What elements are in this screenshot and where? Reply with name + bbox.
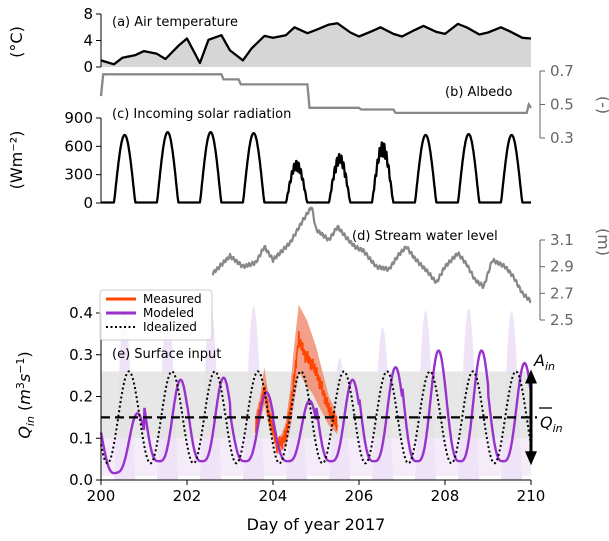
x-tick-label: 200 — [87, 487, 116, 505]
legend-label-idealized: Idealized — [143, 320, 197, 334]
axes-layer: 0 4 8 0.3 0.5 0.7 0 300 600 900 2.5 2.7 2.9 3.1 0.0 0.1… — [64, 5, 574, 505]
surface-input-tick-label: 0.2 — [69, 388, 93, 406]
ylabel-stream-level: (m) — [594, 228, 609, 256]
annotation-amplitude: Ain — [533, 351, 555, 373]
measured-uncertainty — [255, 304, 338, 455]
ylabel-air-temperature: (°C) — [7, 26, 26, 58]
legend: Measured Modeled Idealized — [99, 289, 213, 341]
amplitude-arrow-head-up — [525, 369, 537, 384]
modeled-line — [99, 349, 533, 475]
surface-input-tick-label: 0.3 — [69, 346, 93, 364]
panel-air-temperature — [100, 22, 532, 67]
albedo-tick-label: 0.3 — [550, 129, 574, 147]
x-tick-label: 210 — [517, 487, 546, 505]
x-axis-label: Day of year 2017 — [247, 515, 386, 534]
ylabel-albedo: (-) — [594, 96, 609, 114]
panel-solar-radiation — [100, 131, 532, 204]
label-air-temperature: (a) Air temperature — [112, 15, 238, 30]
stream-level-tick-label: 2.7 — [550, 284, 574, 302]
albedo-tick-label: 0.7 — [550, 62, 574, 80]
surface-input-tick-label: 0.1 — [69, 429, 93, 447]
air-temperature-fill — [101, 23, 531, 67]
x-tick-label: 206 — [345, 487, 374, 505]
x-tick-label: 202 — [173, 487, 202, 505]
label-surface-input: (e) Surface input — [112, 347, 221, 362]
stream-level-tick-label: 2.9 — [550, 258, 574, 276]
label-solar-radiation: (c) Incoming solar radiation — [112, 107, 291, 122]
solar-radiation-tick-label: 900 — [64, 109, 93, 127]
panel-stream-level — [211, 206, 532, 304]
solar-radiation-tick-label: 300 — [64, 166, 93, 184]
label-stream-water-level: (d) Stream water level — [352, 229, 498, 244]
legend-frame — [99, 289, 213, 341]
air-temperature-line — [100, 22, 532, 66]
ylabel-solar-radiation: (Wm⁻²) — [7, 131, 26, 190]
solar-radiation-tick-label: 600 — [64, 137, 93, 155]
solar-radiation-tick-label: 0 — [83, 194, 93, 212]
surface-input-tick-label: 0.0 — [69, 471, 93, 489]
surface-input-tick-label: 0.4 — [69, 304, 93, 322]
legend-label-modeled: Modeled — [143, 306, 194, 320]
solar-radiation-line — [100, 131, 532, 204]
x-tick-label: 208 — [431, 487, 460, 505]
albedo-tick-label: 0.5 — [550, 96, 574, 114]
stream-level-tick-label: 2.5 — [550, 311, 574, 329]
air-temperature-tick-label: 4 — [83, 32, 93, 50]
albedo-line — [99, 73, 532, 115]
legend-label-measured: Measured — [143, 292, 202, 306]
panel-albedo — [99, 73, 532, 115]
stream-level-tick-label: 3.1 — [550, 231, 574, 249]
annotation-mean: Qin — [540, 413, 563, 435]
ylabel-surface-input: Qin (m3s−1) — [14, 351, 37, 438]
idealized-line — [100, 370, 532, 465]
air-temperature-tick-label: 8 — [83, 5, 93, 23]
stream-water-level-line — [211, 206, 532, 304]
amplitude-arrow-head-down — [525, 451, 537, 466]
x-tick-label: 204 — [259, 487, 288, 505]
panel-surface-input — [99, 304, 537, 475]
label-albedo: (b) Albedo — [445, 85, 513, 100]
air-temperature-tick-label: 0 — [83, 58, 93, 76]
